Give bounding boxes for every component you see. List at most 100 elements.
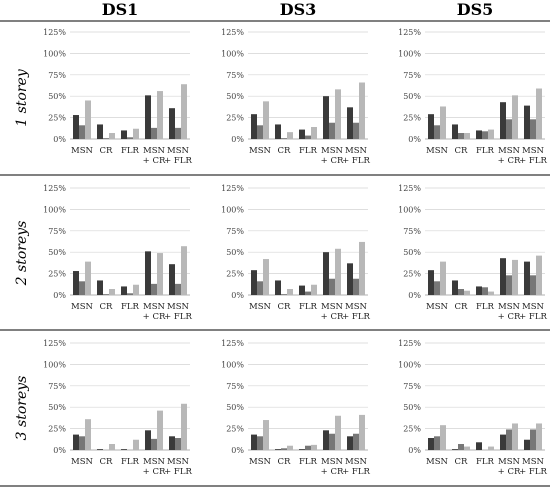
x-category-label: + FLR — [519, 156, 547, 166]
bar-series-2 — [257, 436, 263, 450]
y-tick-label: 0% — [231, 291, 244, 300]
bar-series-3 — [85, 419, 91, 450]
y-tick-label: 0% — [53, 291, 66, 300]
x-category-label: CR — [278, 302, 292, 312]
bar-series-1 — [299, 285, 305, 295]
bar-series-1 — [452, 449, 458, 450]
x-category-label: MSN — [498, 146, 521, 156]
row-label-2-storeys: 2 storeys — [14, 221, 30, 287]
x-category-label: MSN — [345, 302, 368, 312]
y-tick-label: 50% — [403, 92, 421, 101]
bar-series-2 — [281, 448, 287, 450]
bar-series-3 — [464, 133, 470, 139]
column-title-ds3: DS3 — [280, 0, 317, 19]
x-category-label: MSN — [143, 457, 166, 467]
x-category-label: + CR — [143, 156, 166, 166]
y-tick-label: 50% — [48, 403, 66, 412]
y-tick-label: 100% — [43, 360, 66, 369]
y-tick-label: 0% — [408, 446, 421, 455]
y-tick-label: 125% — [398, 28, 421, 37]
bar-series-1 — [145, 430, 151, 450]
x-category-label: MSN — [71, 457, 94, 467]
bar-series-3 — [263, 420, 269, 450]
y-tick-label: 75% — [226, 382, 244, 391]
bar-series-2 — [506, 119, 512, 139]
bar-series-1 — [251, 434, 257, 450]
x-category-label: MSN — [249, 146, 272, 156]
bar-series-1 — [452, 124, 458, 139]
bar-series-1 — [524, 439, 530, 450]
bar-series-3 — [109, 133, 115, 139]
x-category-label: + CR — [143, 467, 166, 477]
bar-series-2 — [305, 445, 311, 450]
bar-series-3 — [287, 132, 293, 139]
x-category-label: MSN — [426, 302, 449, 312]
x-category-label: CR — [100, 457, 114, 467]
x-category-label: MSN — [167, 457, 190, 467]
y-tick-label: 100% — [398, 49, 421, 58]
bar-series-1 — [97, 124, 103, 139]
x-category-label: + CR — [321, 467, 344, 477]
bar-series-3 — [464, 290, 470, 295]
bar-series-1 — [452, 280, 458, 295]
bar-series-2 — [458, 444, 464, 450]
bar-series-1 — [476, 130, 482, 139]
x-category-label: MSN — [498, 302, 521, 312]
bar-series-1 — [251, 114, 257, 139]
bar-series-2 — [175, 127, 181, 139]
bar-series-1 — [524, 105, 530, 139]
bar-series-3 — [335, 415, 341, 450]
bar-series-2 — [530, 275, 536, 295]
y-tick-label: 0% — [53, 135, 66, 144]
bar-series-1 — [323, 430, 329, 450]
x-category-label: + FLR — [164, 156, 192, 166]
bar-series-3 — [335, 89, 341, 139]
x-category-label: FLR — [299, 302, 318, 312]
bar-series-3 — [536, 88, 542, 139]
x-category-label: + FLR — [164, 467, 192, 477]
y-tick-label: 75% — [403, 71, 421, 80]
y-tick-label: 100% — [43, 205, 66, 214]
bar-series-2 — [151, 283, 157, 295]
x-category-label: MSN — [522, 146, 545, 156]
y-tick-label: 125% — [43, 184, 66, 193]
bar-series-3 — [287, 289, 293, 295]
x-category-label: MSN — [167, 302, 190, 312]
y-tick-label: 25% — [226, 425, 244, 434]
y-tick-label: 100% — [43, 49, 66, 58]
bar-series-2 — [281, 294, 287, 295]
bar-series-2 — [530, 119, 536, 139]
bar-series-2 — [482, 131, 488, 139]
x-category-label: + FLR — [519, 312, 547, 322]
x-category-label: MSN — [321, 146, 344, 156]
bar-series-1 — [428, 270, 434, 295]
bar-series-1 — [169, 264, 175, 295]
x-category-label: CR — [100, 302, 114, 312]
x-category-label: MSN — [498, 457, 521, 467]
y-tick-label: 25% — [48, 114, 66, 123]
bar-series-3 — [157, 410, 163, 450]
y-tick-label: 25% — [403, 114, 421, 123]
bar-series-1 — [500, 258, 506, 295]
bar-series-3 — [85, 261, 91, 295]
bar-series-1 — [145, 95, 151, 139]
y-tick-label: 25% — [226, 270, 244, 279]
bar-series-1 — [299, 449, 305, 450]
bar-series-3 — [85, 100, 91, 139]
bar-series-3 — [311, 444, 317, 450]
x-category-label: MSN — [143, 146, 166, 156]
bar-series-3 — [536, 423, 542, 450]
y-tick-label: 50% — [226, 92, 244, 101]
bar-series-2 — [305, 291, 311, 295]
x-category-label: + FLR — [342, 312, 370, 322]
x-category-label: MSN — [71, 302, 94, 312]
bar-series-2 — [281, 138, 287, 139]
bar-series-2 — [506, 275, 512, 295]
x-category-label: + FLR — [342, 467, 370, 477]
x-category-label: CR — [278, 457, 292, 467]
x-category-label: MSN — [426, 146, 449, 156]
bar-series-1 — [323, 96, 329, 139]
x-category-label: FLR — [476, 457, 495, 467]
